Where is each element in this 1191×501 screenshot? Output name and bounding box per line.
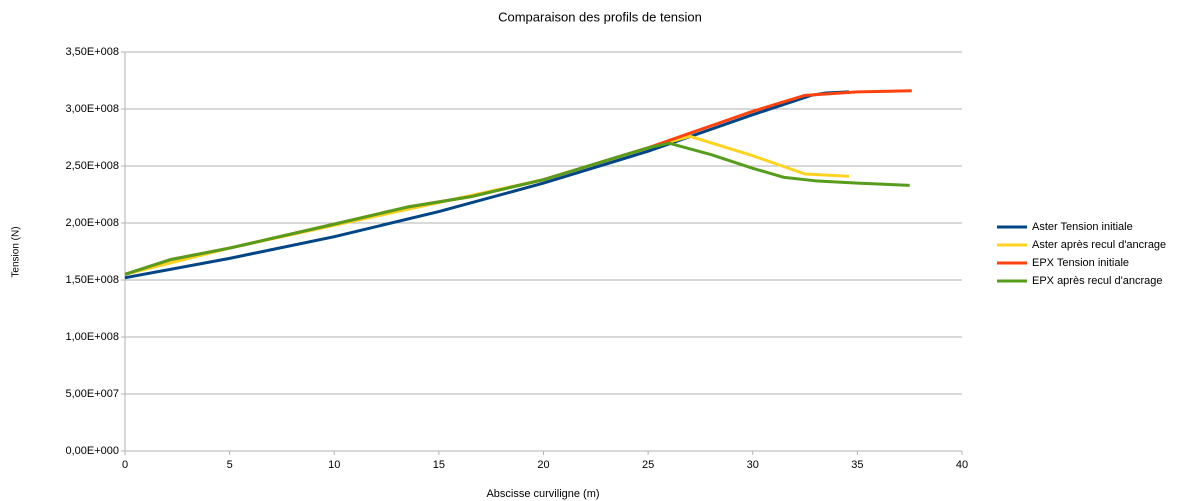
chart-title: Comparaison des profils de tension bbox=[498, 9, 702, 24]
legend-label: Aster après recul d'ancrage bbox=[1032, 239, 1166, 251]
y-tick-label: 3,00E+008 bbox=[65, 103, 119, 115]
legend-label: EPX après recul d'ancrage bbox=[1032, 275, 1163, 287]
y-tick-label: 0,00E+000 bbox=[65, 445, 119, 457]
x-tick-label: 40 bbox=[956, 459, 968, 471]
x-tick-label: 5 bbox=[227, 459, 233, 471]
y-axis-label: Tension (N) bbox=[11, 226, 22, 277]
y-tick-label: 2,00E+008 bbox=[65, 217, 119, 229]
x-tick-label: 20 bbox=[537, 459, 549, 471]
y-tick-label: 2,50E+008 bbox=[65, 160, 119, 172]
x-axis-label: Abscisse curviligne (m) bbox=[486, 488, 599, 500]
series-line bbox=[124, 89, 912, 276]
x-tick-label: 10 bbox=[328, 459, 340, 471]
y-tick-label: 5,00E+007 bbox=[65, 388, 119, 400]
x-tick-label: 30 bbox=[747, 459, 759, 471]
y-tick-label: 1,00E+008 bbox=[65, 331, 119, 343]
x-tick-label: 15 bbox=[433, 459, 445, 471]
series-line bbox=[124, 134, 850, 276]
series-line bbox=[124, 90, 850, 280]
series-line bbox=[124, 141, 910, 276]
x-tick-label: 0 bbox=[122, 459, 128, 471]
y-tick-label: 1,50E+008 bbox=[65, 274, 119, 286]
x-tick-label: 25 bbox=[642, 459, 654, 471]
x-tick-label: 35 bbox=[851, 459, 863, 471]
y-tick-label: 3,50E+008 bbox=[65, 46, 119, 58]
legend-label: EPX Tension initiale bbox=[1032, 257, 1129, 269]
legend-label: Aster Tension initiale bbox=[1032, 221, 1133, 233]
